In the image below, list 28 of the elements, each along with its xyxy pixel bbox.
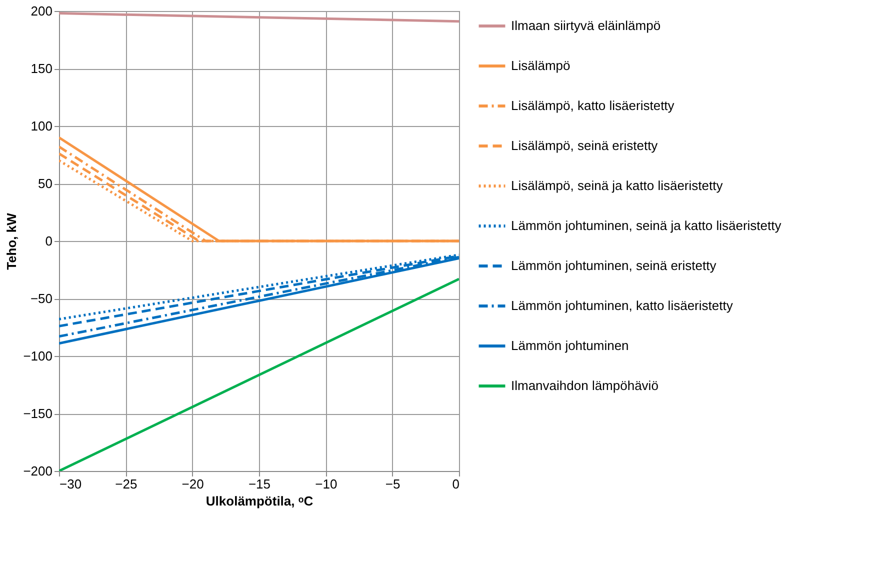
y-axis-title: Teho, kW: [4, 212, 20, 270]
legend-label: Lämmön johtuminen, seinä ja katto lisäeristetty: [511, 218, 782, 233]
legend-label: Lisälämpö: [511, 58, 570, 73]
y-tick-label: −100: [23, 348, 52, 364]
y-tick-label: 50: [38, 176, 52, 191]
legend-label: Lisälämpö, seinä ja katto lisäeristetty: [511, 178, 724, 193]
legend-label: Ilmanvaihdon lämpöhäviö: [511, 378, 658, 393]
legend-label: Ilmaan siirtyvä eläinlämpö: [511, 18, 661, 33]
legend-label: Lisälämpö, katto lisäeristetty: [511, 98, 675, 113]
x-tick-label: −30: [60, 476, 82, 492]
y-tick-label: −150: [23, 406, 52, 421]
x-tick-label: −25: [115, 476, 138, 492]
x-tick-label: −10: [315, 476, 338, 492]
x-tick-label: −20: [182, 476, 204, 492]
x-tick-label: 0: [452, 476, 460, 492]
y-tick-label: 0: [45, 234, 52, 248]
y-tick-label: 100: [30, 118, 52, 134]
legend-label: Lämmön johtuminen: [511, 338, 629, 353]
legend-label: Lämmön johtuminen, katto lisäeristetty: [511, 298, 734, 313]
y-tick-label: −50: [30, 291, 52, 306]
y-tick-label: 200: [30, 4, 52, 18]
legend-label: Lämmön johtuminen, seinä eristetty: [511, 258, 717, 273]
x-tick-label: −15: [248, 476, 271, 492]
y-tick-label: 150: [30, 61, 52, 76]
y-tick-label: −200: [23, 464, 52, 478]
legend-label: Lisälämpö, seinä eristetty: [511, 138, 658, 153]
x-axis-title: Ulkolämpötila, ᵒC: [206, 494, 314, 508]
x-tick-label: −5: [385, 476, 400, 492]
